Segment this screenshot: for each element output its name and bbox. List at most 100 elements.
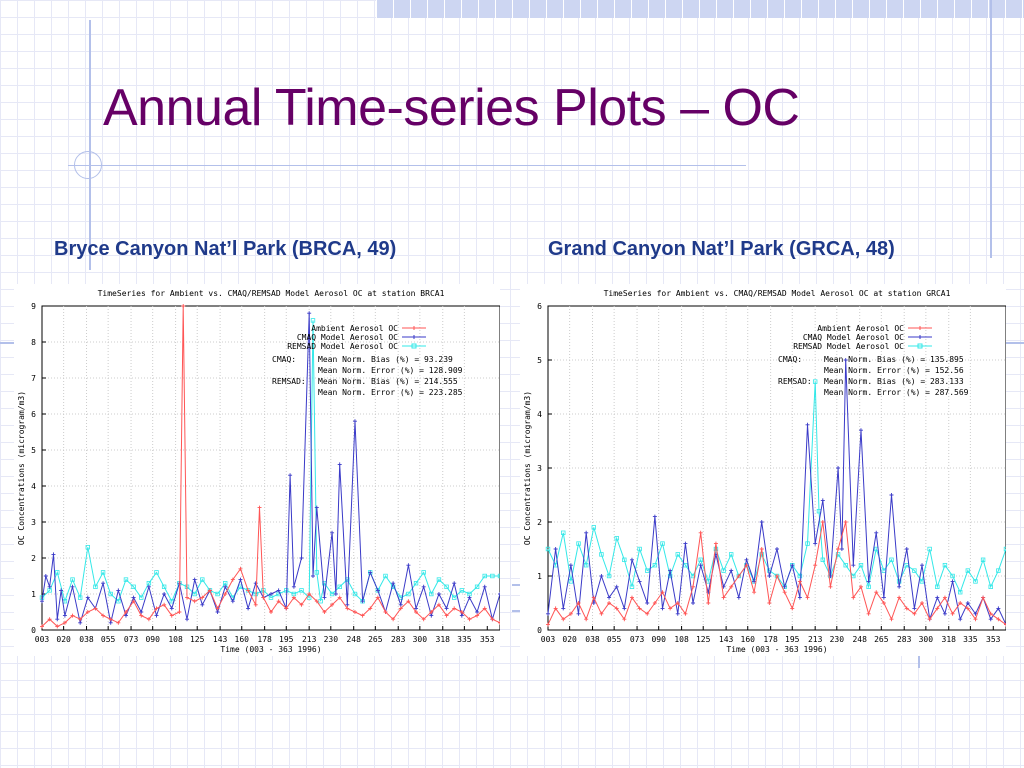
ambient-point bbox=[291, 595, 296, 600]
x-tick-label: 265 bbox=[874, 635, 889, 644]
cmaq-point bbox=[881, 595, 886, 600]
remsad-point bbox=[429, 591, 434, 597]
ambient-point bbox=[162, 602, 167, 607]
ambient-point bbox=[345, 606, 350, 611]
legend-marker-ambient bbox=[918, 326, 922, 330]
cmaq-point bbox=[307, 311, 312, 316]
ambient-point bbox=[935, 606, 940, 611]
y-tick-label: 7 bbox=[31, 374, 36, 383]
remsad-point bbox=[721, 568, 726, 573]
remsad-point bbox=[652, 562, 658, 568]
ambient-point bbox=[958, 601, 963, 605]
remsad-point bbox=[93, 584, 98, 589]
cmaq-point bbox=[797, 595, 802, 600]
remsad-point bbox=[70, 577, 75, 582]
y-tick-label: 2 bbox=[537, 518, 542, 527]
cmaq-point bbox=[78, 620, 83, 625]
cmaq-point bbox=[813, 541, 818, 546]
ambient-point bbox=[637, 606, 642, 611]
remsad-point bbox=[889, 557, 894, 562]
ambient-point bbox=[561, 617, 566, 622]
remsad-point bbox=[973, 579, 978, 584]
remsad-point bbox=[835, 552, 841, 557]
cmaq-point bbox=[43, 574, 48, 578]
cmaq-point bbox=[55, 617, 60, 622]
x-tick-label: 300 bbox=[413, 635, 428, 644]
ambient-point bbox=[866, 611, 871, 616]
cmaq-point bbox=[62, 613, 67, 618]
remsad-point bbox=[123, 577, 129, 582]
stats-model-label: REMSAD: bbox=[272, 377, 306, 386]
cmaq-point bbox=[912, 606, 917, 611]
chart-left-caption: Bryce Canyon Nat’l Park (BRCA, 49) bbox=[54, 238, 397, 260]
cmaq-point bbox=[269, 592, 273, 596]
cmaq-point bbox=[337, 462, 342, 467]
cmaq-point bbox=[444, 606, 449, 611]
y-tick-label: 6 bbox=[537, 302, 542, 311]
ambient-point bbox=[988, 611, 993, 616]
y-tick-label: 3 bbox=[31, 518, 36, 527]
remsad-point bbox=[645, 568, 650, 573]
cmaq-point bbox=[637, 579, 642, 584]
cmaq-point bbox=[843, 358, 848, 362]
remsad-point bbox=[161, 584, 167, 589]
stats-model-label: CMAQ: bbox=[778, 355, 802, 364]
x-tick-label: 090 bbox=[651, 635, 666, 644]
cmaq-point bbox=[645, 601, 650, 605]
cmaq-point bbox=[154, 613, 159, 618]
remsad-series-line bbox=[547, 381, 1006, 594]
ambient-point bbox=[230, 577, 235, 582]
ambient-point bbox=[246, 588, 251, 593]
cmaq-point bbox=[775, 547, 779, 551]
ambient-point bbox=[645, 611, 650, 616]
x-tick-label: 265 bbox=[368, 635, 383, 644]
x-tick-label: 335 bbox=[963, 635, 978, 644]
remsad-point bbox=[310, 318, 316, 323]
cmaq-point bbox=[215, 610, 220, 614]
cmaq-point bbox=[942, 611, 947, 616]
cmaq-point bbox=[288, 473, 293, 478]
x-tick-label: 003 bbox=[35, 635, 50, 644]
cmaq-point bbox=[421, 584, 426, 589]
remsad-point bbox=[858, 562, 864, 568]
cmaq-point bbox=[299, 556, 304, 560]
cmaq-point bbox=[729, 568, 734, 573]
stats-model-label: REMSAD: bbox=[778, 377, 812, 386]
x-tick-label: 248 bbox=[852, 635, 867, 644]
x-tick-label: 160 bbox=[741, 635, 756, 644]
remsad-point bbox=[77, 595, 83, 600]
cmaq-point bbox=[839, 547, 844, 551]
chart-title: TimeSeries for Ambient vs. CMAQ/REMSAD M… bbox=[98, 289, 445, 298]
cmaq-point bbox=[599, 574, 604, 578]
cmaq-point bbox=[790, 563, 795, 568]
stats-model-label: CMAQ: bbox=[272, 355, 296, 364]
ambient-point bbox=[85, 610, 90, 614]
left-edge-tick bbox=[0, 342, 14, 344]
remsad-point bbox=[1003, 546, 1006, 552]
cmaq-point bbox=[920, 563, 925, 568]
cmaq-point bbox=[238, 577, 243, 582]
remsad-point bbox=[988, 584, 993, 589]
remsad-point bbox=[192, 591, 197, 597]
x-tick-label: 195 bbox=[279, 635, 294, 644]
cmaq-point bbox=[965, 601, 970, 605]
cmaq-point bbox=[475, 610, 480, 614]
chart-brca: 0 1 2 3 4 5 6 7 8 9 003 020 038 055 073 090 108 125 143 160… bbox=[14, 284, 500, 656]
ambient-point bbox=[78, 617, 83, 622]
remsad-point bbox=[314, 570, 319, 575]
cmaq-point bbox=[498, 592, 500, 596]
ambient-point bbox=[123, 610, 128, 614]
remsad-point bbox=[139, 595, 144, 600]
ambient-point bbox=[675, 601, 680, 605]
cmaq-point bbox=[253, 581, 258, 586]
x-tick-label: 038 bbox=[585, 635, 600, 644]
legend-label-remsad: REMSAD Model Aerosol OC bbox=[287, 342, 398, 351]
cmaq-point bbox=[139, 610, 144, 614]
remsad-point bbox=[728, 552, 734, 557]
cmaq-point bbox=[889, 493, 894, 497]
cmaq-point bbox=[759, 520, 764, 524]
cmaq-point bbox=[146, 584, 151, 589]
ambient-point bbox=[146, 617, 151, 622]
ambient-point bbox=[950, 611, 955, 616]
ambient-point bbox=[775, 574, 779, 578]
